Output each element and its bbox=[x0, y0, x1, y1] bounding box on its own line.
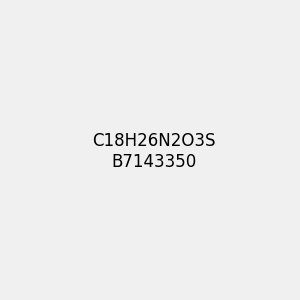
Text: C18H26N2O3S
B7143350: C18H26N2O3S B7143350 bbox=[92, 132, 215, 171]
